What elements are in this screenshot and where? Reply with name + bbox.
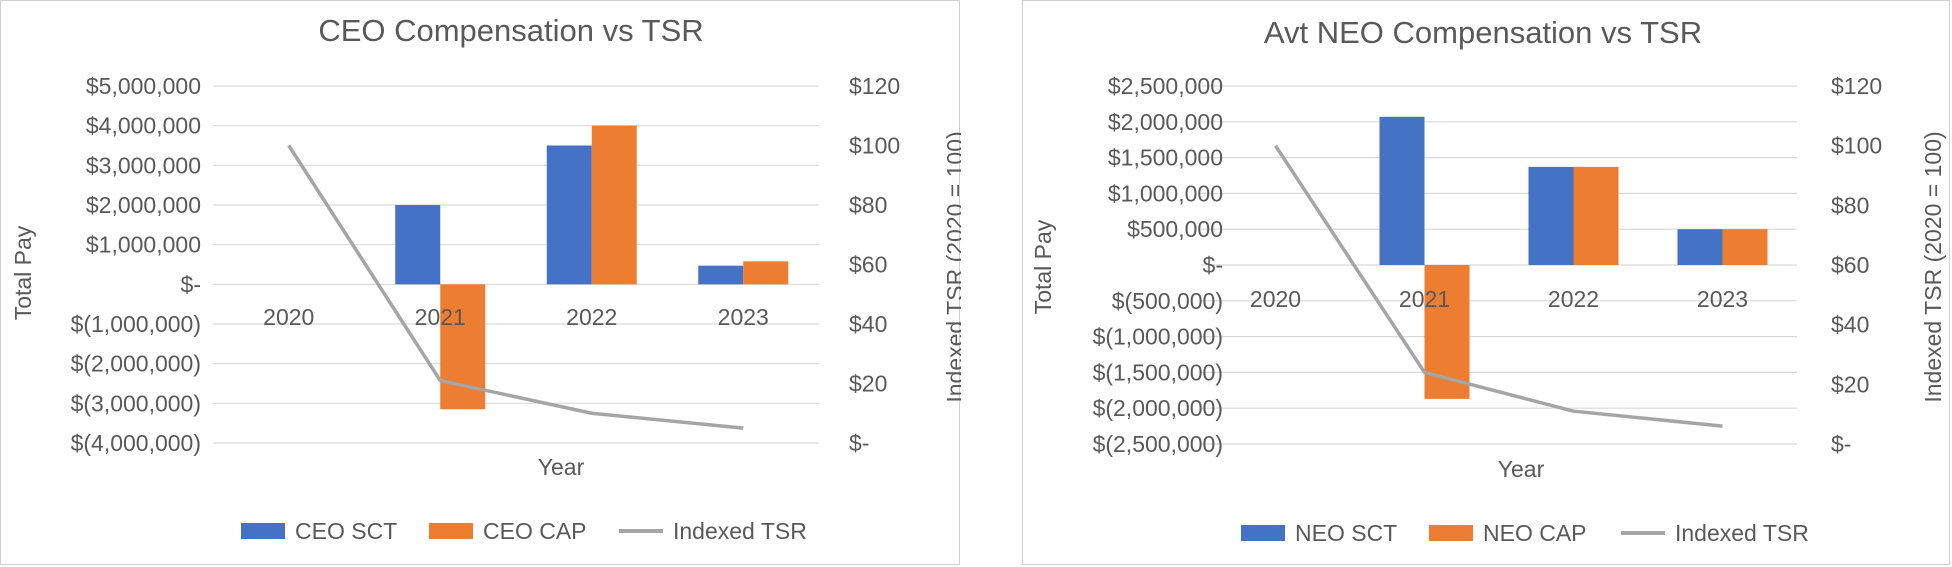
bar-neo-sct — [1677, 229, 1723, 265]
legend-label: Indexed TSR — [1675, 520, 1809, 546]
neo-chart-svg: Avt NEO Compensation vs TSR Year Total P… — [1030, 15, 1946, 546]
y2-tick-label: $- — [849, 430, 869, 456]
x-axis-title: Year — [538, 454, 585, 480]
bar-ceo-sct — [395, 205, 441, 285]
x-axis-title: Year — [1498, 456, 1545, 482]
y-tick-label: $(3,000,000) — [71, 390, 201, 416]
legend-label: CEO SCT — [295, 518, 397, 544]
y2-tick-label: $20 — [849, 371, 887, 397]
x-tick-label: 2020 — [1250, 286, 1301, 312]
ceo-chart-svg: CEO Compensation vs TSR Year Total Pay I… — [10, 13, 961, 544]
legend-label: CEO CAP — [483, 518, 587, 544]
y2-tick-label: $40 — [1831, 312, 1869, 338]
y2-tick-label: $60 — [1831, 252, 1869, 278]
legend-label: NEO CAP — [1483, 520, 1587, 546]
legend-swatch — [241, 523, 285, 539]
y2-tick-label: $100 — [1831, 133, 1882, 159]
y-tick-label: $(1,000,000) — [1093, 324, 1223, 350]
y-tick-label: $1,000,000 — [86, 232, 201, 258]
y-tick-label: $(1,000,000) — [71, 311, 201, 337]
y2-tick-label: $60 — [849, 252, 887, 278]
y-tick-label: $1,000,000 — [1108, 180, 1223, 206]
y-tick-label: $500,000 — [1127, 216, 1223, 242]
bar-neo-sct — [1379, 116, 1425, 266]
neo-compensation-chart: Avt NEO Compensation vs TSR Year Total P… — [1022, 0, 1950, 565]
line-indexed-tsr — [1274, 144, 1723, 428]
y-tick-label: $1,500,000 — [1108, 145, 1223, 171]
y-tick-label: $2,500,000 — [1108, 73, 1223, 99]
y2-tick-label: $120 — [849, 73, 900, 99]
x-tick-label: 2022 — [1548, 286, 1599, 312]
bar-ceo-cap — [591, 125, 637, 285]
bar-neo-cap — [1573, 166, 1619, 265]
bar-ceo-sct — [698, 265, 744, 285]
y-tick-label: $(500,000) — [1112, 288, 1223, 314]
legend-swatch — [1429, 525, 1473, 541]
y2-tick-label: $- — [1831, 431, 1851, 457]
bar-ceo-cap — [743, 261, 789, 285]
y2-tick-label: $120 — [1831, 73, 1882, 99]
x-tick-label: 2020 — [263, 304, 314, 330]
y2-axis-title: Indexed TSR (2020 = 100) — [942, 131, 961, 402]
y2-axis-title: Indexed TSR (2020 = 100) — [1920, 131, 1946, 402]
x-tick-label: 2022 — [566, 304, 617, 330]
x-tick-label: 2023 — [718, 304, 769, 330]
x-tick-label: 2021 — [1399, 286, 1450, 312]
x-tick-label: 2021 — [415, 304, 466, 330]
y-tick-label: $2,000,000 — [1108, 109, 1223, 135]
y-tick-label: $3,000,000 — [86, 152, 201, 178]
y-tick-label: $(2,500,000) — [1093, 431, 1223, 457]
line-indexed-tsr — [287, 144, 744, 430]
legend-label: Indexed TSR — [673, 518, 807, 544]
legend-swatch — [1241, 525, 1285, 541]
x-tick-label: 2023 — [1697, 286, 1748, 312]
y2-tick-label: $20 — [1831, 371, 1869, 397]
y-tick-label: $5,000,000 — [86, 73, 201, 99]
y-tick-label: $4,000,000 — [86, 113, 201, 139]
y2-tick-label: $100 — [849, 133, 900, 159]
y-tick-label: $(2,000,000) — [1093, 395, 1223, 421]
y-tick-label: $(2,000,000) — [71, 351, 201, 377]
y2-tick-label: $80 — [1831, 192, 1869, 218]
y-tick-label: $(1,500,000) — [1093, 359, 1223, 385]
y2-tick-label: $80 — [849, 192, 887, 218]
legend-swatch — [429, 523, 473, 539]
y-tick-label: $- — [1203, 252, 1223, 278]
y-tick-label: $- — [181, 271, 201, 297]
chart-title: CEO Compensation vs TSR — [318, 13, 703, 48]
y-tick-label: $2,000,000 — [86, 192, 201, 218]
bar-neo-sct — [1528, 166, 1574, 265]
y-axis-title: Total Pay — [10, 225, 36, 320]
ceo-compensation-chart: CEO Compensation vs TSR Year Total Pay I… — [0, 0, 961, 565]
legend-label: NEO SCT — [1295, 520, 1397, 546]
y-tick-label: $(4,000,000) — [71, 430, 201, 456]
y-axis-title: Total Pay — [1030, 219, 1056, 314]
bar-neo-cap — [1722, 229, 1768, 265]
y2-tick-label: $40 — [849, 311, 887, 337]
chart-title: Avt NEO Compensation vs TSR — [1264, 15, 1702, 50]
bar-ceo-sct — [546, 145, 592, 285]
